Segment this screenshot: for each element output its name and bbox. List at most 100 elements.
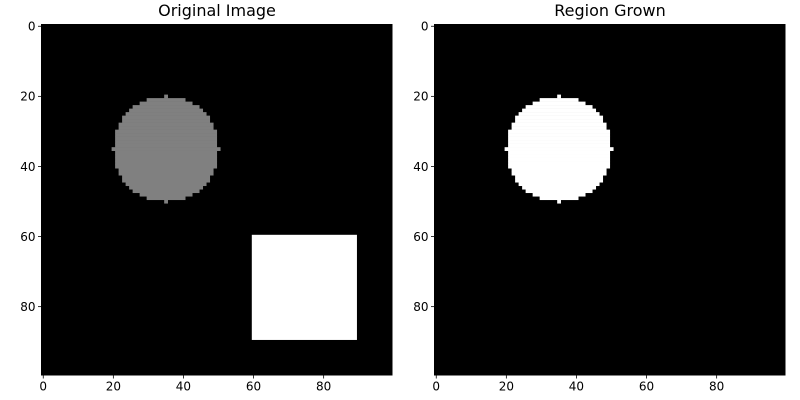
- pixel-run: [511, 168, 607, 173]
- pixel-run: [118, 122, 214, 127]
- pixel-run: [115, 133, 218, 137]
- pixel-run: [508, 136, 611, 141]
- pixel-run: [115, 129, 218, 134]
- pixel-run: [139, 101, 193, 106]
- image-pixels: [111, 94, 357, 340]
- y-tick-label: 40: [413, 160, 428, 174]
- pixel-run: [115, 161, 218, 165]
- rectangle-region: [251, 234, 357, 340]
- pixel-run: [508, 161, 611, 165]
- y-axis: 0 20 40 60 80: [413, 20, 435, 314]
- panel-original-image: Original Image 0 20 40 60 80 0 20 40 60 80: [20, 1, 393, 394]
- pixel-run: [122, 119, 211, 123]
- pixel-run: [508, 154, 611, 158]
- pixel-run: [146, 98, 186, 102]
- pixel-run: [508, 129, 611, 134]
- pixel-run: [115, 140, 218, 144]
- pixel-run: [515, 178, 604, 183]
- pixel-run: [508, 133, 611, 137]
- pixel-run: [115, 136, 218, 141]
- y-tick-label: 60: [20, 230, 35, 244]
- x-tick-label: 80: [316, 380, 331, 394]
- pixel-run: [115, 150, 218, 155]
- pixel-run: [122, 175, 211, 180]
- pixel-run: [518, 112, 600, 116]
- pixel-run: [115, 164, 218, 169]
- pixel-run: [508, 164, 611, 169]
- y-tick-label: 0: [28, 20, 36, 34]
- pixel-run: [164, 199, 168, 204]
- pixel-run: [532, 101, 586, 106]
- pixel-run: [118, 126, 214, 130]
- pixel-run: [515, 175, 604, 180]
- x-tick-label: 20: [499, 380, 514, 394]
- image-pixels: [504, 94, 614, 204]
- pixel-run: [146, 196, 186, 201]
- panel-region-grown: Region Grown 0 20 40 60 80 0 20 40 60 80: [413, 1, 786, 394]
- y-tick-label: 20: [413, 90, 428, 104]
- pixel-run: [508, 157, 611, 162]
- x-tick-label: 40: [569, 380, 584, 394]
- x-tick-label: 60: [246, 380, 261, 394]
- x-axis: 0 20 40 60 80: [39, 375, 331, 394]
- pixel-run: [522, 185, 597, 190]
- pixel-run: [118, 171, 214, 176]
- pixel-run: [557, 199, 561, 204]
- pixel-run: [164, 94, 168, 99]
- y-tick-label: 60: [413, 230, 428, 244]
- pixel-run: [118, 168, 214, 173]
- pixel-run: [115, 154, 218, 158]
- x-tick-label: 20: [106, 380, 121, 394]
- y-tick-label: 80: [20, 300, 35, 314]
- x-tick-label: 60: [639, 380, 654, 394]
- y-axis: 0 20 40 60 80: [20, 20, 42, 314]
- y-tick-label: 0: [421, 20, 429, 34]
- pixel-run: [122, 115, 211, 120]
- pixel-run: [518, 182, 600, 187]
- pixel-run: [132, 189, 200, 194]
- x-tick-label: 0: [39, 380, 47, 394]
- pixel-run: [129, 108, 204, 113]
- pixel-run: [515, 115, 604, 120]
- pixel-run: [511, 126, 607, 130]
- x-tick-label: 80: [709, 380, 724, 394]
- pixel-run: [508, 140, 611, 144]
- disk-region: [111, 94, 221, 204]
- pixel-run: [539, 98, 579, 102]
- pixel-run: [511, 171, 607, 176]
- pixel-run: [115, 143, 218, 148]
- y-tick-label: 40: [20, 160, 35, 174]
- plot-frame: [41, 24, 393, 376]
- pixel-run: [115, 157, 218, 162]
- pixel-run: [508, 143, 611, 148]
- pixel-run: [508, 150, 611, 155]
- pixel-run: [129, 185, 204, 190]
- y-tick-label: 80: [413, 300, 428, 314]
- panel-title: Region Grown: [554, 1, 666, 20]
- y-tick-label: 20: [20, 90, 35, 104]
- pixel-run: [122, 178, 211, 183]
- pixel-run: [515, 119, 604, 123]
- panel-title: Original Image: [158, 1, 276, 20]
- x-tick-label: 40: [176, 380, 191, 394]
- disk-region: [504, 94, 614, 204]
- pixel-run: [532, 192, 586, 197]
- x-tick-label: 0: [432, 380, 440, 394]
- x-axis: 0 20 40 60 80: [432, 375, 724, 394]
- pixel-run: [525, 189, 593, 194]
- pixel-run: [125, 112, 207, 116]
- pixel-block: [251, 234, 357, 340]
- image-plot-area: [434, 24, 786, 376]
- plot-frame: [434, 24, 786, 376]
- pixel-run: [522, 108, 597, 113]
- pixel-run: [132, 105, 200, 109]
- pixel-run: [111, 147, 221, 151]
- pixel-run: [125, 182, 207, 187]
- pixel-run: [504, 147, 614, 151]
- pixel-run: [139, 192, 193, 197]
- pixel-run: [539, 196, 579, 201]
- pixel-run: [525, 105, 593, 109]
- pixel-run: [557, 94, 561, 99]
- pixel-run: [511, 122, 607, 127]
